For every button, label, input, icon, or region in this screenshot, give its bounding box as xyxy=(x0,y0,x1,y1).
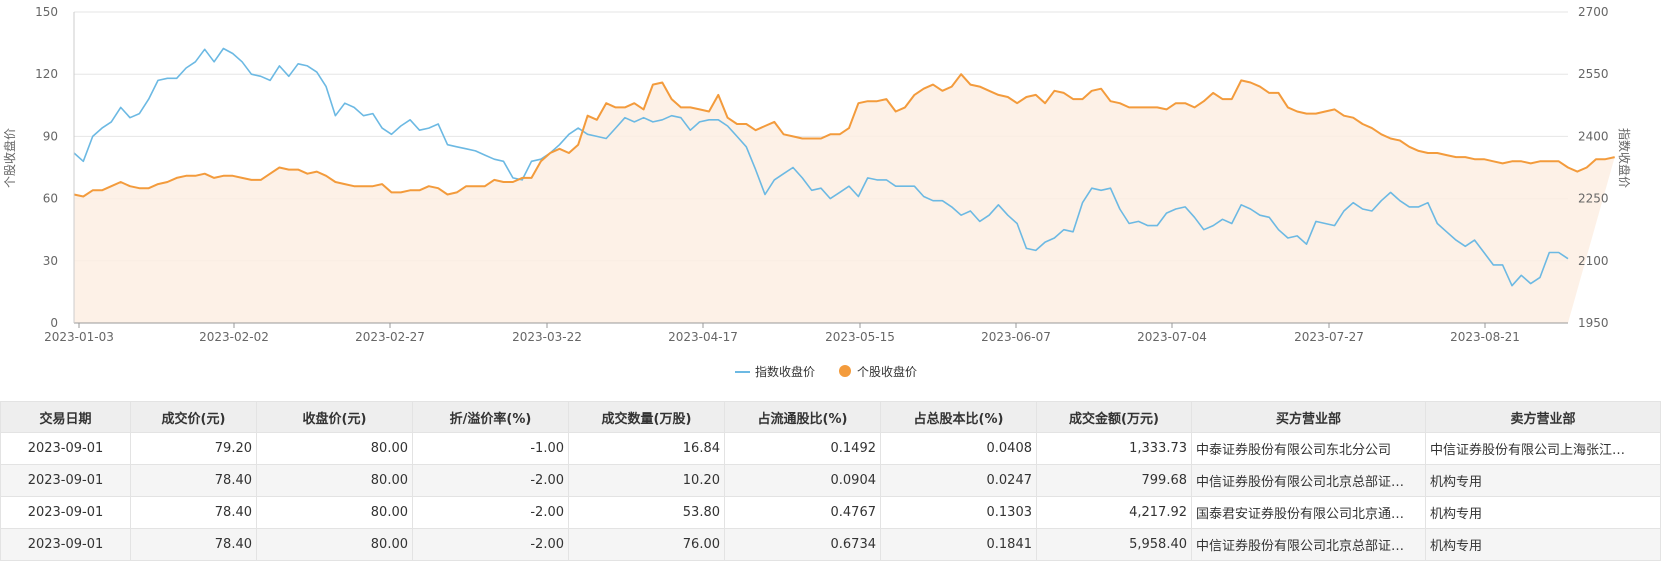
table-cell: 0.0408 xyxy=(880,432,1037,465)
table-cell: 中泰证券股份有限公司东北分公司 xyxy=(1191,432,1426,465)
table-header-cell: 交易日期 xyxy=(0,401,131,433)
right-y-tick-label: 1950 xyxy=(1578,316,1609,330)
stock-close-line xyxy=(73,73,1615,198)
table-cell: 中信证券股份有限公司北京总部证… xyxy=(1191,528,1426,561)
x-tick-label: 2023-07-27 xyxy=(1294,330,1364,344)
table-cell: 78.40 xyxy=(130,464,257,497)
table-cell: 4,217.92 xyxy=(1036,496,1192,529)
stock-area xyxy=(74,74,1615,323)
table-cell: 0.1492 xyxy=(724,432,881,465)
left-y-tick-label: 30 xyxy=(43,254,58,268)
table-cell: 5,958.40 xyxy=(1036,528,1192,561)
x-tick-label: 2023-02-27 xyxy=(355,330,425,344)
table-cell: -1.00 xyxy=(412,432,569,465)
block-trade-table: 交易日期 成交价(元) 收盘价(元) 折/溢价率(%) 成交数量(万股) 占流通股比(%)… xyxy=(0,401,1661,561)
table-header-row: 交易日期 成交价(元) 收盘价(元) 折/溢价率(%) 成交数量(万股) 占流通股比(%)… xyxy=(0,401,1661,433)
table-row: 2023-09-01 78.40 80.00 -2.00 10.20 0.0904 0.02… xyxy=(0,464,1661,497)
right-y-tick-label: 2700 xyxy=(1578,5,1609,19)
legend-index-label: 指数收盘价 xyxy=(755,364,815,379)
table-cell: -2.00 xyxy=(412,464,569,497)
table-header-cell: 占总股本比(%) xyxy=(880,401,1037,433)
table-cell: 80.00 xyxy=(256,432,413,465)
index-close-line xyxy=(73,47,1569,287)
table-header-cell: 卖方营业部 xyxy=(1425,401,1661,433)
table-cell: 2023-09-01 xyxy=(0,496,131,529)
table-cell: 中信证券股份有限公司上海张江… xyxy=(1425,432,1661,465)
table-header-cell: 成交价(元) xyxy=(130,401,257,433)
right-y-ticks: 1950 2100 2250 2400 2550 2700 xyxy=(1578,5,1609,330)
block-trade-table-container: 交易日期 成交价(元) 收盘价(元) 折/溢价率(%) 成交数量(万股) 占流通股比(%)… xyxy=(0,401,1661,561)
table-cell: 0.0904 xyxy=(724,464,881,497)
legend-stock-swatch xyxy=(839,365,851,377)
table-cell: -2.00 xyxy=(412,528,569,561)
table-cell: 10.20 xyxy=(568,464,725,497)
table-cell: 78.40 xyxy=(130,528,257,561)
left-axis-title: 个股收盘价 xyxy=(2,128,17,188)
price-chart: 0 30 60 90 120 150 1950 2100 2250 2400 2550 2700 2… xyxy=(2,5,1632,379)
x-tick-label: 2023-03-22 xyxy=(512,330,582,344)
left-y-tick-label: 150 xyxy=(35,5,58,19)
table-cell: 80.00 xyxy=(256,496,413,529)
x-tick-label: 2023-04-17 xyxy=(668,330,738,344)
table-row: 2023-09-01 78.40 80.00 -2.00 53.80 0.4767 0.13… xyxy=(0,496,1661,529)
table-header-cell: 成交金额(万元) xyxy=(1036,401,1192,433)
right-y-tick-label: 2400 xyxy=(1578,129,1609,143)
table-cell: 0.1841 xyxy=(880,528,1037,561)
table-row: 2023-09-01 79.20 80.00 -1.00 16.84 0.1492 0.04… xyxy=(0,432,1661,465)
series-lines xyxy=(73,47,1615,287)
left-y-tick-label: 60 xyxy=(43,192,58,206)
table-cell: 78.40 xyxy=(130,496,257,529)
legend-stock-label: 个股收盘价 xyxy=(857,364,917,379)
table-cell: 80.00 xyxy=(256,528,413,561)
table-cell: 机构专用 xyxy=(1425,464,1661,497)
table-cell: 76.00 xyxy=(568,528,725,561)
table-cell: 2023-09-01 xyxy=(0,464,131,497)
stock-area-fill xyxy=(74,74,1615,323)
table-cell: 0.1303 xyxy=(880,496,1037,529)
left-y-tick-label: 120 xyxy=(35,67,58,81)
right-y-tick-label: 2550 xyxy=(1578,67,1609,81)
x-tick-label: 2023-05-15 xyxy=(825,330,895,344)
table-cell: 53.80 xyxy=(568,496,725,529)
table-header-cell: 收盘价(元) xyxy=(256,401,413,433)
table-cell: 机构专用 xyxy=(1425,496,1661,529)
table-cell: -2.00 xyxy=(412,496,569,529)
table-row: 2023-09-01 78.40 80.00 -2.00 76.00 0.6734 0.18… xyxy=(0,528,1661,561)
table-cell: 79.20 xyxy=(130,432,257,465)
x-tick-label: 2023-08-21 xyxy=(1450,330,1520,344)
right-y-tick-label: 2250 xyxy=(1578,192,1609,206)
table-header-cell: 买方营业部 xyxy=(1191,401,1426,433)
table-cell: 0.6734 xyxy=(724,528,881,561)
x-ticks: 2023-01-03 2023-02-02 2023-02-27 2023-03-22… xyxy=(44,323,1520,344)
table-cell: 0.4767 xyxy=(724,496,881,529)
table-cell: 0.0247 xyxy=(880,464,1037,497)
table-cell: 80.00 xyxy=(256,464,413,497)
table-cell: 799.68 xyxy=(1036,464,1192,497)
left-y-tick-label: 90 xyxy=(43,129,58,143)
left-y-tick-label: 0 xyxy=(50,316,58,330)
x-tick-label: 2023-06-07 xyxy=(981,330,1051,344)
table-header-cell: 折/溢价率(%) xyxy=(412,401,569,433)
x-tick-label: 2023-02-02 xyxy=(199,330,269,344)
chart-axes xyxy=(73,12,1568,324)
left-y-ticks: 0 30 60 90 120 150 xyxy=(35,5,58,330)
chart-legend[interactable]: 指数收盘价 个股收盘价 xyxy=(735,364,917,379)
table-cell: 国泰君安证券股份有限公司北京通… xyxy=(1191,496,1426,529)
table-cell: 机构专用 xyxy=(1425,528,1661,561)
table-cell: 16.84 xyxy=(568,432,725,465)
table-header-cell: 占流通股比(%) xyxy=(724,401,881,433)
table-cell: 2023-09-01 xyxy=(0,528,131,561)
x-tick-label: 2023-01-03 xyxy=(44,330,114,344)
right-axis-title: 指数收盘价 xyxy=(1617,128,1632,188)
table-header-cell: 成交数量(万股) xyxy=(568,401,725,433)
x-tick-label: 2023-07-04 xyxy=(1137,330,1207,344)
table-cell: 中信证券股份有限公司北京总部证… xyxy=(1191,464,1426,497)
table-cell: 1,333.73 xyxy=(1036,432,1192,465)
right-y-tick-label: 2100 xyxy=(1578,254,1609,268)
table-cell: 2023-09-01 xyxy=(0,432,131,465)
